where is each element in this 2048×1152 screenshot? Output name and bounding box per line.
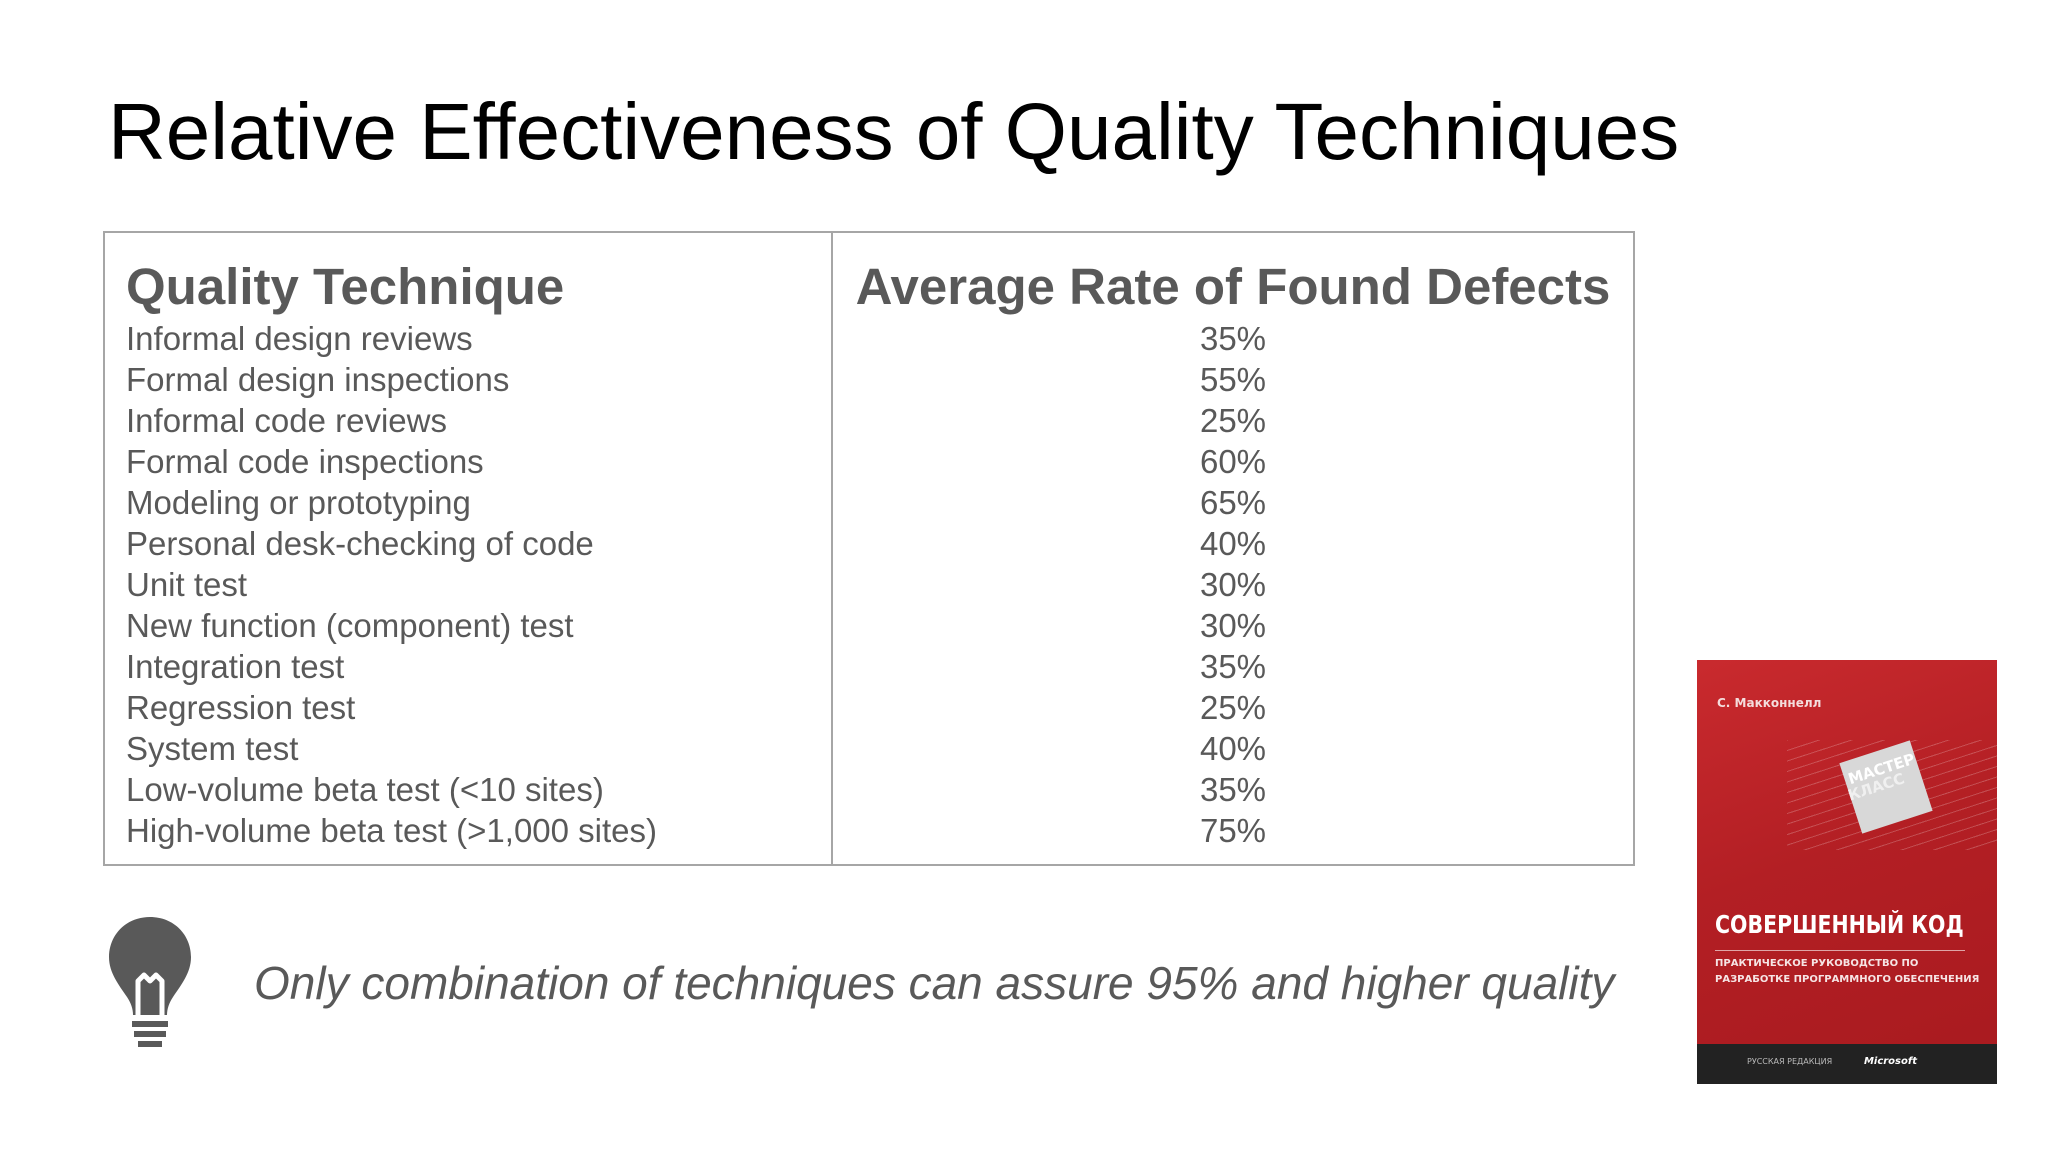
rate-cell: 35% [1199, 648, 1267, 685]
technique-cell: System test [126, 730, 299, 767]
technique-cell: High-volume beta test (>1,000 sites) [126, 812, 658, 849]
slide-title: Relative Effectiveness of Quality Techni… [108, 87, 1680, 176]
rate-cell: 65% [1199, 484, 1267, 521]
technique-cell: Regression test [126, 689, 356, 726]
conclusion-text: Only combination of techniques can assur… [254, 957, 1615, 1009]
technique-column: Quality Technique Informal design review… [105, 233, 833, 864]
technique-cell: Informal design reviews [126, 320, 473, 357]
rate-cell: 75% [1199, 812, 1267, 849]
rate-list: 35% 55% 25% 60% 65% 40% 30% 30% 35% 25% 40% 35% 75% [833, 318, 1633, 851]
rate-header: Average Rate of Found Defects [855, 258, 1611, 315]
rate-cell: 30% [1199, 566, 1267, 603]
rate-cell: 30% [1199, 607, 1267, 644]
technique-cell: Formal code inspections [126, 443, 484, 480]
rate-cell: 35% [1199, 771, 1267, 808]
microsoft-logo: Microsoft [1863, 1056, 1917, 1067]
technique-list: Informal design reviews Formal design ins… [126, 318, 831, 851]
lightbulb-icon [109, 917, 191, 1047]
rate-cell: 40% [1199, 730, 1267, 767]
technique-cell: Low-volume beta test (<10 sites) [126, 771, 604, 808]
book-title: СОВЕРШЕННЫЙ КОД [1715, 910, 1964, 939]
technique-cell: New function (component) test [126, 607, 574, 644]
rate-cell: 40% [1199, 525, 1267, 562]
technique-cell: Modeling or prototyping [126, 484, 471, 521]
rate-cell: 60% [1199, 443, 1267, 480]
book-author: С. Макконнелл [1717, 696, 1822, 710]
book-subtitle: ПРАКТИЧЕСКОЕ РУКОВОДСТВО ПО РАЗРАБОТКЕ П… [1715, 958, 1980, 985]
rate-cell: 35% [1199, 320, 1267, 357]
rate-cell: 55% [1199, 361, 1267, 398]
book-footer: РУССКАЯ РЕДАКЦИЯ Microsoft [1697, 1044, 1997, 1084]
technique-cell: Unit test [126, 566, 248, 603]
technique-cell: Integration test [126, 648, 345, 685]
book-cover-image: С. Макконнелл МАСТЕР КЛАСС СОВЕРШЕННЫЙ К… [1697, 660, 1997, 1084]
rate-cell: 25% [1199, 402, 1267, 439]
rate-column: Average Rate of Found Defects 35% 55% 25% 6… [833, 233, 1633, 864]
rate-cell: 25% [1199, 689, 1267, 726]
publisher-logo: РУССКАЯ РЕДАКЦИЯ [1747, 1057, 1833, 1066]
technique-header: Quality Technique [126, 258, 565, 315]
book-divider [1715, 950, 1965, 951]
effectiveness-table: Quality Technique Informal design review… [103, 231, 1635, 866]
technique-cell: Formal design inspections [126, 361, 510, 398]
technique-cell: Informal code reviews [126, 402, 447, 439]
technique-cell: Personal desk-checking of code [126, 525, 594, 562]
